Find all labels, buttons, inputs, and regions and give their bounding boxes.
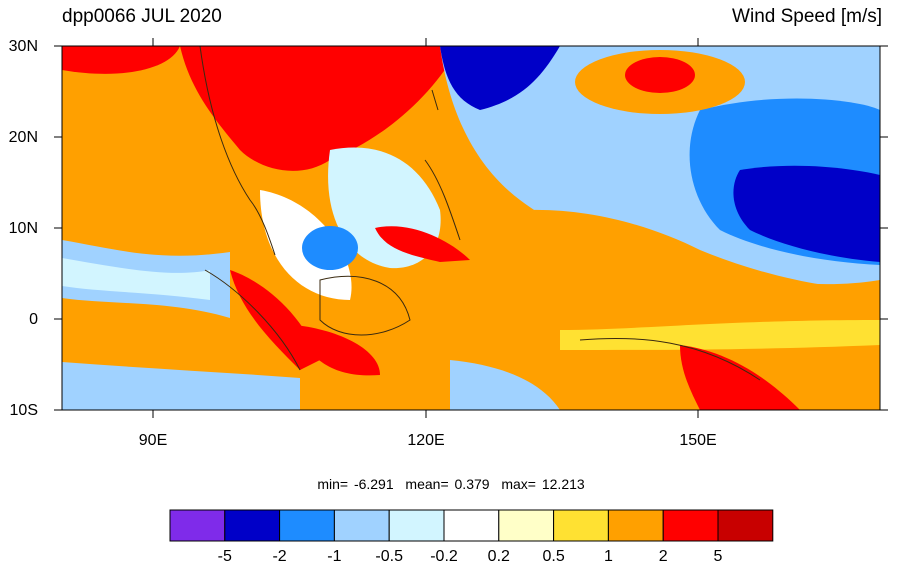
- field-east-orange: [478, 209, 880, 410]
- plot-title-left: dpp0066 JUL 2020: [62, 6, 222, 27]
- colorbar-label-9: 5: [713, 548, 723, 565]
- stats-min-value: -6.291: [353, 476, 394, 492]
- colorbar-box-0: [169, 509, 226, 542]
- field-sw-band: [62, 362, 300, 410]
- field-scs-blue: [302, 226, 358, 270]
- stats-min-label: min=: [317, 476, 349, 492]
- colorbar-box-10: [717, 509, 774, 542]
- coast-philippines: [424, 159, 461, 241]
- stats-max-value: 12.213: [541, 476, 585, 492]
- field-sumatra-red: [230, 270, 320, 370]
- colorbar-box-7: [553, 509, 609, 542]
- coast-taiwan: [431, 89, 439, 111]
- colorbar-label-6: 0.5: [542, 548, 565, 565]
- colorbar-box-5: [443, 509, 500, 542]
- colorbar-label-5: 0.2: [487, 548, 510, 565]
- map-field: [62, 46, 880, 410]
- stats-line: min= -6.291 mean= 0.379 max= 12.213: [0, 476, 902, 492]
- stats-mean-value: 0.379: [454, 476, 490, 492]
- lat-label-20n: 20N: [8, 129, 38, 146]
- coast-new-guinea: [579, 337, 761, 381]
- plot-title-right: Wind Speed [m/s]: [732, 6, 882, 27]
- colorbar-label-7: 1: [603, 548, 613, 565]
- colorbar-label-3: -0.5: [375, 548, 403, 565]
- colorbar-box-1: [224, 509, 281, 542]
- colorbar-box-9: [662, 509, 719, 542]
- colorbar-box-6: [498, 509, 555, 542]
- field-nw-red: [62, 46, 180, 74]
- field-ne-blue: [440, 46, 560, 110]
- lon-label-150e: 150E: [679, 432, 717, 449]
- field-timor-light: [450, 360, 560, 410]
- coast-sumatra: [204, 269, 301, 371]
- colorbar-box-3: [333, 509, 390, 542]
- lat-label-10n: 10N: [8, 220, 38, 237]
- stats-max-label: max=: [501, 476, 536, 492]
- field-ne-red: [625, 57, 695, 93]
- field-west-band-inner: [62, 258, 210, 300]
- colorbar-label-2: -1: [327, 548, 342, 565]
- field-east-dark: [733, 165, 880, 262]
- field-png-red: [680, 345, 800, 410]
- colorbar-label-1: -2: [272, 548, 287, 565]
- colorbar-label-8: 2: [658, 548, 668, 565]
- lat-label-0: 0: [29, 311, 38, 328]
- field-sulu-red: [375, 226, 470, 262]
- axis-ticks: [54, 38, 888, 418]
- colorbar-label-0: -5: [217, 548, 232, 565]
- field-east-yellow: [560, 320, 880, 350]
- colorbar-box-8: [607, 509, 664, 542]
- lat-label-10s: 10S: [9, 402, 38, 419]
- coastlines: [199, 46, 761, 381]
- lat-label-30n: 30N: [8, 38, 38, 55]
- field-north-red: [180, 46, 460, 171]
- colorbar-box-4: [388, 509, 445, 542]
- field-java-sea-red: [295, 325, 380, 376]
- stats-mean-label: mean=: [405, 476, 449, 492]
- colorbar-box-2: [279, 509, 335, 542]
- lon-label-90e: 90E: [138, 432, 168, 449]
- colorbar: [169, 509, 774, 542]
- coast-indochina: [199, 46, 276, 256]
- lon-label-120e: 120E: [407, 432, 445, 449]
- coast-borneo: [319, 275, 411, 336]
- colorbar-label-4: -0.2: [430, 548, 458, 565]
